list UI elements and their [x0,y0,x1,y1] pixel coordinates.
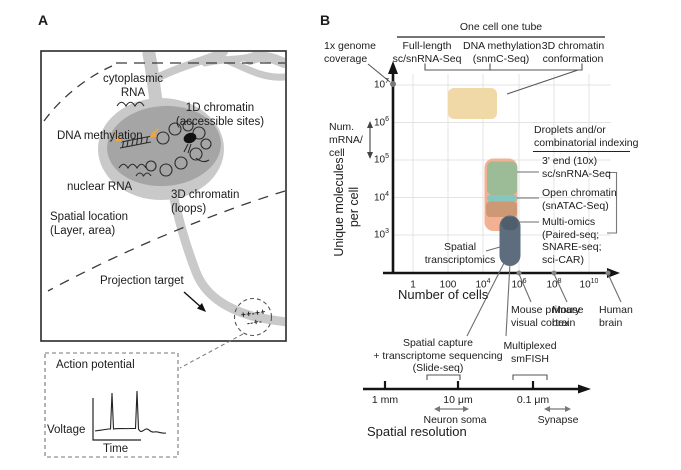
mrna-range-arrow [367,121,373,159]
region-multi-omics [486,201,517,217]
inset-leader-line [179,333,244,369]
human-brain-dot [605,270,611,276]
genome-coverage-dot [390,81,396,87]
one-cell-one-tube-bracket [424,63,583,71]
projection-target-arrow [183,291,206,312]
axon-terminal-circle [233,297,273,337]
voltage-trace [94,390,167,434]
human-brain-label: Human brain [599,304,633,329]
leader-human-brain [607,273,622,303]
cytoplasmic-rna-squiggle [116,101,145,108]
spatial-resolution-title: Spatial resolution [367,424,467,439]
smfish-bracket [512,374,548,380]
neuron-illustration [98,52,285,327]
voltage-axis-label: Voltage [47,424,86,436]
x-tick-1e8: 108 [546,278,562,291]
one-cell-one-tube-header: One cell one tube [459,21,543,33]
y-tick-1e5: 105 [373,153,389,166]
nuclear-rna-label: nuclear RNA [67,181,133,193]
mrna-note-label: Num. mRNA/ cell [329,121,363,159]
spatial-tick-1mm: 1 mm [371,394,399,406]
action-potential-title: Action potential [56,359,135,371]
x-tick-100: 100 [439,279,457,291]
projection-target-label: Projection target [100,275,184,287]
chromatin-3d-label: 3D chromatin (loops) [171,189,240,215]
genome-coverage-leader [367,63,391,83]
chromatin-1d-label: 1D chromatin (accessible sites) [175,102,265,128]
leader-mouse-v1 [518,273,532,303]
spatial-axis-arrowhead [578,384,591,394]
droplets-group-bracket [607,171,618,234]
bracket-to-yellow-leader [506,69,579,95]
x-axis-title: Number of cells [398,287,489,302]
synapse-range-arrow [544,406,571,412]
panelA-label: A [38,12,49,28]
leader-smfish [505,262,511,337]
method-regions [448,88,521,266]
spatial-transcriptomics-label: Spatial transcriptomics [424,241,496,266]
neuron-axon [167,185,285,327]
chart-axes [383,61,620,278]
spatial-resolution-axis [363,374,591,412]
region-spatial-transcriptomics-cap [501,217,519,230]
droplets-header: Droplets and/or combinatorial indexing [534,124,639,149]
region-open-chromatin [487,195,517,202]
spatial-tick-01um: 0.1 μm [516,394,550,406]
panelB-label: B [320,12,331,28]
y-tick-1e4: 104 [373,191,389,204]
time-axis-label: Time [103,443,129,455]
slide-seq-label: Spatial capture + transcriptome sequenci… [373,337,503,374]
panelB-art [363,36,630,412]
neuron-soma-range-arrow [434,406,469,412]
leader-mouse-brain [553,273,568,303]
chromatin-art [116,101,212,178]
mouse-brain-dot [551,270,557,276]
y-tick-1e7: 107 [373,78,389,91]
column-3d-chromatin: 3D chromatin conformation [541,40,605,65]
region-one-cell-one-tube [448,88,497,119]
smfish-label: Multiplexed smFISH [503,340,557,365]
synapse-label: Synapse [537,414,579,426]
dna-methylation-arrows [113,128,159,142]
x-axis-arrowhead [607,268,620,278]
x-tick-1e10: 1010 [579,278,599,291]
inset-axes [92,398,141,441]
dashed-layer-lines [43,62,286,292]
nuclear-rna-squiggle [118,163,147,170]
method-open-chromatin-label: Open chromatin (snATAC-Seq) [542,187,617,212]
y-axis-title: Unique molecules per cell [332,157,361,257]
spatial-location-label: Spatial location (Layer, area) [50,211,128,237]
neuron-soma-label: Neuron soma [423,414,487,426]
mouse-brain-label: Mouse brain [552,304,584,329]
column-full-length: Full-length sc/snRNA-Seq [392,40,462,65]
mouse-v1-dot [516,270,522,276]
spatial-tick-10um: 10 μm [443,394,473,406]
dna-methylation-label: DNA methylation [57,130,143,142]
column-dna-methylation: DNA methylation (snmC-Seq) [463,40,542,65]
slide-seq-bracket [426,374,461,380]
method-3prime-label: 3' end (10x) sc/snRNA-Seq [542,155,611,180]
closed-chromatin-blob [183,132,197,144]
leader-spatial-transcriptomics [485,246,501,252]
y-tick-1e6: 106 [373,116,389,129]
region-3prime-scrna [487,161,517,195]
chromatin-loops [145,120,212,177]
action-potential-inset [44,352,179,458]
genome-coverage-label: 1x genome coverage [324,40,376,65]
x-tick-1e4: 104 [475,278,491,291]
method-multi-omics-label: Multi-omics (Paired-seq; SNARE-seq; sci-… [542,216,602,266]
panelA-art [40,50,287,458]
y-axis-arrowhead [388,61,398,74]
leader-lines [466,171,622,337]
dna-ladder [120,135,153,143]
y-tick-1e3: 103 [373,228,389,241]
x-tick-1: 1 [410,279,416,291]
leader-slide-seq [466,262,505,337]
cytoplasmic-rna-label: cytoplasmic RNA [102,73,164,99]
x-tick-1e6: 106 [511,278,527,291]
mouse-v1-label: Mouse primary visual cortex [511,304,581,329]
